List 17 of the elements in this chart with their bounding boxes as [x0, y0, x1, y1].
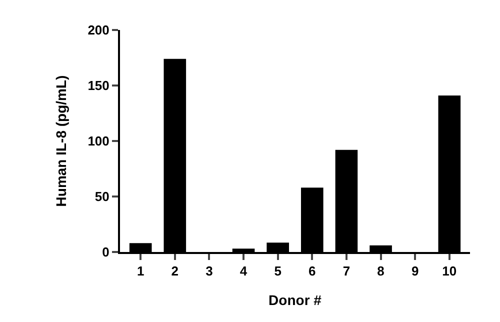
- y-tick-label: 200: [88, 22, 110, 38]
- y-tick-label: 100: [88, 134, 110, 149]
- x-tick-label: 2: [171, 264, 179, 279]
- y-tick-label: 150: [88, 78, 110, 94]
- x-tick-label: 9: [411, 264, 419, 279]
- y-tick-label: 50: [94, 189, 110, 204]
- x-tick-label: 6: [308, 264, 316, 279]
- x-tick-label: 7: [342, 264, 350, 279]
- x-tick-label: 8: [377, 264, 384, 279]
- x-axis-title: Donor #: [268, 292, 322, 308]
- x-tick-label: 3: [206, 264, 213, 279]
- x-tick-label: 10: [442, 264, 457, 279]
- x-tick-label: 1: [136, 264, 144, 279]
- x-tick-label: 5: [274, 264, 282, 279]
- x-tick-label: 4: [240, 264, 248, 279]
- y-tick-label: 0: [102, 244, 110, 260]
- y-axis-title: Human IL-8 (pg/mL): [52, 75, 69, 207]
